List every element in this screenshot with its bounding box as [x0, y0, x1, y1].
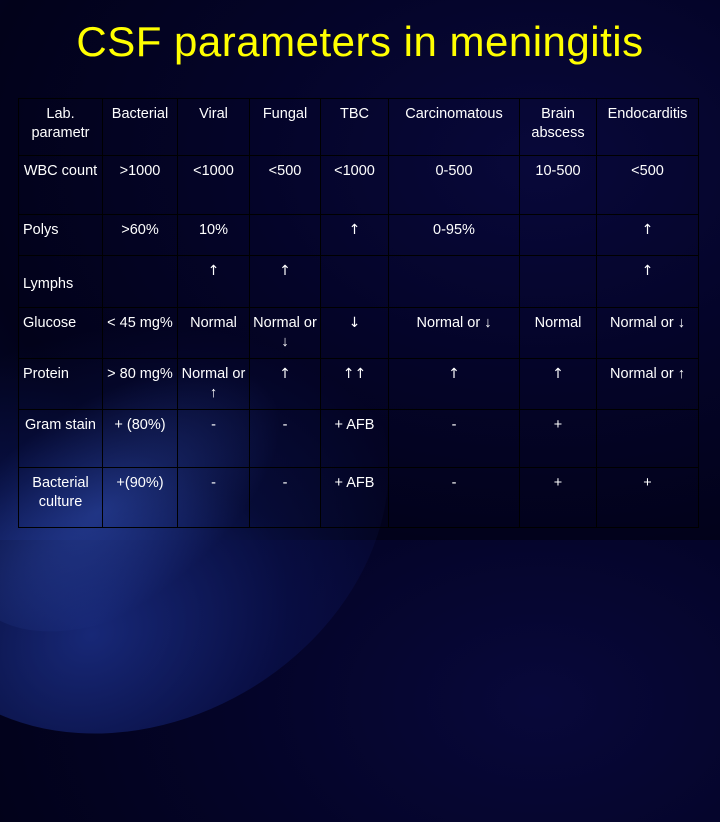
column-header: Carcinomatous [388, 98, 520, 156]
table-cell: + [519, 409, 597, 468]
table-header-row: Lab. parametr Bacterial Viral Fungal TBC… [18, 98, 699, 156]
table-row-polys: Polys >60% 10% ↑ 0-95% ↑ [18, 214, 699, 256]
table-cell: - [177, 467, 250, 528]
table-cell: - [249, 467, 321, 528]
table-cell: Normal or ↑ [177, 358, 250, 410]
table-row-bacterial-culture: Bacterial culture +(90%) - - + AFB - + + [18, 467, 699, 528]
table-cell: > 80 mg% [102, 358, 178, 410]
table-cell: 0-95% [388, 214, 520, 256]
table-cell: Normal [177, 307, 250, 359]
table-cell: + AFB [320, 467, 389, 528]
table-cell: ↑ [596, 255, 699, 308]
row-header: Lymphs [18, 255, 103, 308]
table-cell: +(90%) [102, 467, 178, 528]
table-cell: + (80%) [102, 409, 178, 468]
table-cell: 0-500 [388, 155, 520, 215]
table-row-protein: Protein > 80 mg% Normal or ↑ ↑ ↑↑ ↑ ↑ No… [18, 358, 699, 410]
table-cell: 10-500 [519, 155, 597, 215]
table-cell: ↓ [320, 307, 389, 359]
column-header: TBC [320, 98, 389, 156]
table-cell: ↑ [320, 214, 389, 256]
table-cell: <1000 [177, 155, 250, 215]
table-cell: <500 [249, 155, 321, 215]
table-cell: ↑ [249, 255, 321, 308]
table-cell [102, 255, 178, 308]
table-cell: Normal or ↓ [249, 307, 321, 359]
table-cell: ↑ [388, 358, 520, 410]
table-cell: ↑ [249, 358, 321, 410]
table-row-gram-stain: Gram stain + (80%) - - + AFB - + [18, 409, 699, 468]
table-row-wbc-count: WBC count >1000 <1000 <500 <1000 0-500 1… [18, 155, 699, 215]
row-header: Protein [18, 358, 103, 410]
column-header: Fungal [249, 98, 321, 156]
table-cell: Normal or ↓ [388, 307, 520, 359]
table-cell: - [249, 409, 321, 468]
table-cell: <500 [596, 155, 699, 215]
table-cell: >1000 [102, 155, 178, 215]
row-header: Glucose [18, 307, 103, 359]
table-cell [596, 409, 699, 468]
table-cell: Normal [519, 307, 597, 359]
column-header: Viral [177, 98, 250, 156]
table-cell [519, 255, 597, 308]
table-cell: ↑ [177, 255, 250, 308]
table-cell: < 45 mg% [102, 307, 178, 359]
table-cell: ↑ [596, 214, 699, 256]
row-header: Gram stain [18, 409, 103, 468]
row-header: Polys [18, 214, 103, 256]
column-header: Bacterial [102, 98, 178, 156]
column-header: Endocarditis [596, 98, 699, 156]
table-cell [388, 255, 520, 308]
table-cell [519, 214, 597, 256]
table-row-lymphs: Lymphs ↑ ↑ ↑ [18, 255, 699, 308]
table-cell: - [388, 467, 520, 528]
corner-header: Lab. parametr [18, 98, 103, 156]
table-row-glucose: Glucose < 45 mg% Normal Normal or ↓ ↓ No… [18, 307, 699, 359]
slide-title: CSF parameters in meningitis [76, 18, 644, 65]
table-cell: - [388, 409, 520, 468]
table-cell: Normal or ↑ [596, 358, 699, 410]
table-cell: Normal or ↓ [596, 307, 699, 359]
csf-parameters-table: Lab. parametr Bacterial Viral Fungal TBC… [18, 98, 699, 528]
row-header: WBC count [18, 155, 103, 215]
table-cell: 10% [177, 214, 250, 256]
table-cell: + [596, 467, 699, 528]
table-cell: ↑↑ [320, 358, 389, 410]
table-cell: - [177, 409, 250, 468]
column-header: Brain abscess [519, 98, 597, 156]
table-cell: <1000 [320, 155, 389, 215]
table-cell [249, 214, 321, 256]
table-cell: >60% [102, 214, 178, 256]
table-cell: + AFB [320, 409, 389, 468]
table-cell: ↑ [519, 358, 597, 410]
row-header: Bacterial culture [18, 467, 103, 528]
table-cell [320, 255, 389, 308]
table-cell: + [519, 467, 597, 528]
